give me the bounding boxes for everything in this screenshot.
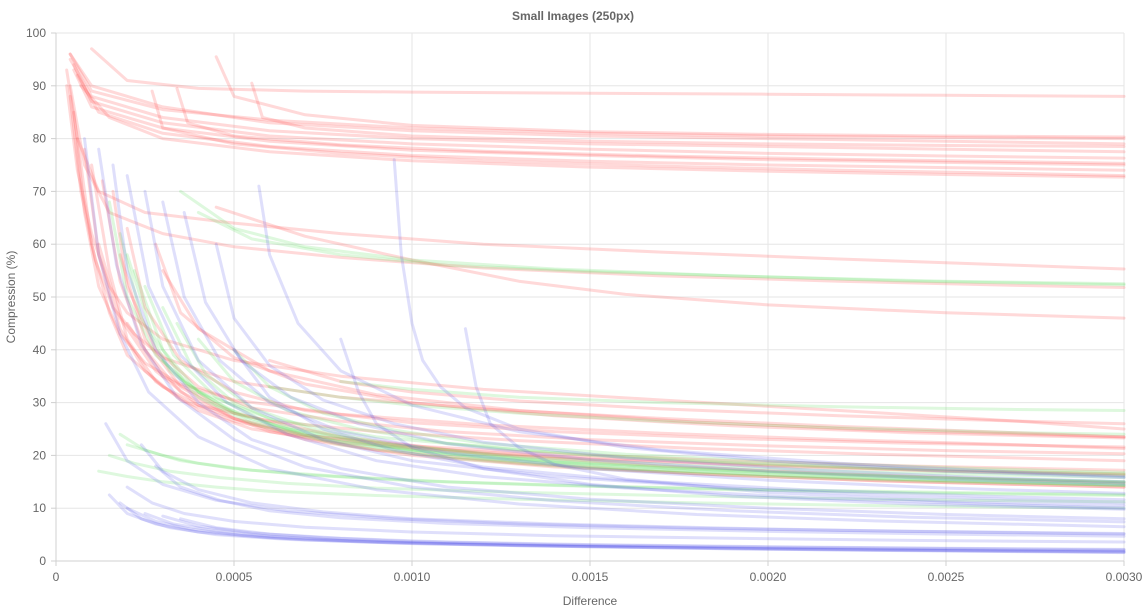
series-line-green <box>161 358 1126 487</box>
x-tick-label: 0.0015 <box>572 570 609 584</box>
series-line-blue <box>257 184 1126 478</box>
series-line-blue <box>107 493 1126 554</box>
series-line-blue <box>111 163 1126 521</box>
series-line-red <box>90 47 1126 98</box>
series-line-red <box>68 52 1126 146</box>
y-tick-label: 90 <box>33 79 47 93</box>
y-tick-label: 40 <box>33 343 47 357</box>
x-axis-title: Difference <box>563 594 618 608</box>
series-line-red <box>125 226 1126 449</box>
series-line-green <box>196 211 1126 286</box>
series-line-red <box>68 57 1126 154</box>
y-tick-label: 20 <box>33 448 47 462</box>
series-line-red <box>83 147 1126 472</box>
series-line-blue <box>339 337 1126 511</box>
series-line-red <box>250 81 1126 148</box>
y-axis-title: Compression (%) <box>4 251 18 344</box>
series-line-blue <box>104 422 1126 535</box>
series-line-blue <box>125 506 1126 554</box>
series-line-red <box>111 189 1126 456</box>
x-tick-label: 0.0005 <box>216 570 253 584</box>
x-tick-label: 0.0030 <box>1106 570 1143 584</box>
series-line-red <box>97 242 1126 489</box>
y-tick-label: 50 <box>33 290 47 304</box>
series-line-red <box>100 179 1126 476</box>
y-tick-label: 0 <box>39 554 46 568</box>
series-line-red <box>72 68 1126 167</box>
series-line-blue <box>143 189 1126 505</box>
series-line-red <box>125 321 1126 485</box>
y-tick-label: 10 <box>33 501 47 515</box>
series-line-red <box>79 84 1126 179</box>
grid <box>55 32 1125 562</box>
series-line-red <box>150 89 1126 178</box>
series-line-green <box>196 337 1126 477</box>
series-line-blue <box>161 514 1126 552</box>
y-axis: 0 10 20 30 40 50 60 70 80 90 100 <box>26 26 57 568</box>
series-line-red <box>68 84 1126 289</box>
series-line-blue <box>161 200 1126 495</box>
series-line-blue <box>143 512 1126 553</box>
y-tick-label: 100 <box>26 26 46 40</box>
series-line-red <box>72 110 1126 450</box>
series-line-green <box>125 253 1126 484</box>
x-tick-label: 0.0025 <box>928 570 965 584</box>
series-line-blue <box>392 158 1126 480</box>
series-line-green <box>97 469 1126 510</box>
series-line-blue <box>154 464 1126 538</box>
series-line-green <box>161 306 1126 487</box>
series-line-blue <box>179 517 1126 551</box>
series-line-red <box>268 358 1126 426</box>
series-line-blue <box>182 211 1126 486</box>
x-tick-label: 0.0010 <box>394 570 431 584</box>
series-line-red <box>75 137 1126 463</box>
y-tick-label: 80 <box>33 132 47 146</box>
x-axis: 0 0.0005 0.0010 0.0015 0.0020 0.0025 0.0030 <box>53 560 1143 584</box>
series-line-green <box>118 432 1126 497</box>
series-line-red <box>75 73 1126 172</box>
x-tick-label: 0.0020 <box>750 570 787 584</box>
series-line-green <box>125 443 1126 496</box>
series-line-red <box>161 269 1126 439</box>
series-line-green <box>143 284 1126 487</box>
series-line-green <box>232 348 1126 474</box>
series-line-green <box>339 380 1126 412</box>
y-tick-label: 30 <box>33 396 47 410</box>
series-lines <box>65 47 1126 555</box>
chart-title: Small Images (250px) <box>512 9 634 23</box>
series-line-green <box>179 189 1126 287</box>
series-line-red <box>214 205 1126 320</box>
series-line-red <box>72 63 1126 160</box>
series-line-red <box>154 242 1126 440</box>
y-tick-label: 70 <box>33 184 47 198</box>
series-line-red <box>118 253 1126 489</box>
series-line-red <box>68 94 1126 439</box>
series-line-blue <box>83 137 1126 529</box>
series-line-blue <box>125 485 1126 544</box>
series-line-blue <box>214 242 1126 484</box>
series-line-red <box>65 68 1126 271</box>
series-line-green <box>268 385 1126 436</box>
series-line-green <box>107 453 1126 504</box>
series-line-blue <box>118 501 1126 555</box>
series-line-green <box>132 269 1126 484</box>
series-line-green <box>175 321 1126 485</box>
series-line-green <box>118 232 1126 480</box>
series-line-blue <box>125 174 1126 510</box>
series-line-green <box>107 200 1126 476</box>
series-line-blue <box>232 348 1126 502</box>
series-line-red <box>90 163 1126 477</box>
series-line-red <box>68 52 1126 141</box>
series-line-red <box>175 86 1126 165</box>
x-tick-label: 0 <box>53 570 60 584</box>
series-line-red <box>65 84 1126 431</box>
series-line-blue <box>97 147 1126 524</box>
series-line-blue <box>139 443 1126 536</box>
series-line-red <box>214 55 1126 139</box>
series-line-blue <box>463 327 1126 508</box>
y-tick-label: 60 <box>33 237 47 251</box>
